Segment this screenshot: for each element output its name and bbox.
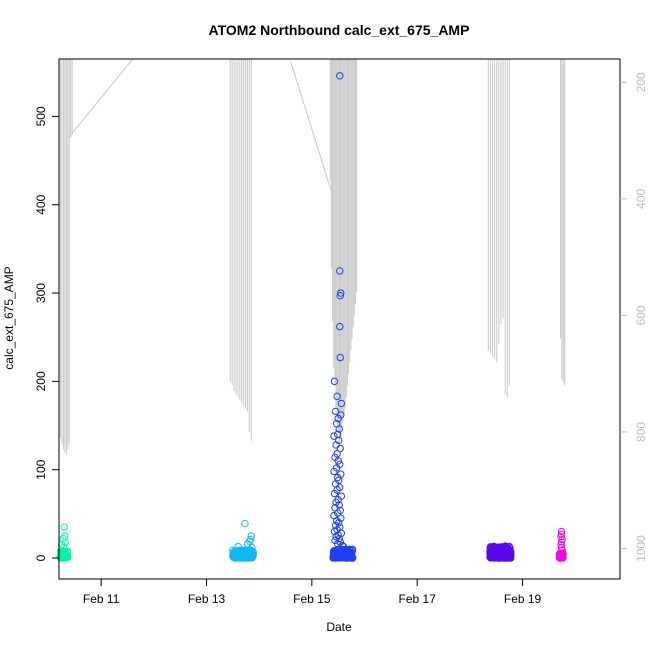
data-point — [248, 543, 256, 552]
series-feb-18-cast — [486, 542, 515, 562]
data-point — [334, 553, 342, 562]
data-point — [337, 399, 346, 408]
depth-trace-connector — [290, 61, 333, 194]
y-tick-label: 100 — [34, 459, 48, 479]
data-point — [60, 543, 68, 552]
data-point — [336, 506, 344, 515]
data-point — [557, 530, 566, 538]
data-point — [339, 553, 347, 562]
data-point — [336, 353, 344, 362]
data-point — [486, 553, 494, 561]
y2-tick-label: 600 — [634, 305, 648, 325]
y-tick-label: 500 — [34, 106, 48, 126]
data-point — [336, 267, 344, 275]
data-point — [234, 546, 242, 555]
y2-tick-label: 800 — [634, 422, 648, 442]
data-point — [330, 489, 339, 498]
data-point — [60, 554, 68, 562]
data-point — [56, 552, 65, 561]
data-point — [331, 407, 340, 416]
y-tick-label: 400 — [34, 194, 48, 214]
data-point — [339, 546, 347, 555]
data-point — [242, 554, 251, 562]
depth-trace-connector — [68, 58, 134, 138]
data-point — [335, 534, 343, 543]
data-point — [330, 467, 338, 476]
y2-tick-label: 200 — [634, 72, 648, 92]
data-point — [555, 554, 564, 562]
data-point — [337, 289, 345, 297]
x-tick-label: Feb 15 — [293, 592, 331, 606]
data-point — [491, 551, 499, 559]
y-tick-label: 200 — [34, 371, 48, 391]
data-point — [338, 541, 347, 550]
data-point — [241, 519, 249, 528]
series-feb-15-cast — [329, 72, 357, 562]
data-point — [558, 546, 566, 554]
plot-frame — [58, 58, 621, 580]
x-tick-label: Feb 19 — [504, 592, 542, 606]
data-point — [557, 527, 566, 536]
data-point — [339, 542, 348, 551]
data-point — [336, 444, 344, 453]
data-point — [330, 377, 339, 386]
y-axis: 0 100 200 300 400 500 — [34, 106, 59, 561]
series-feb-19-cast — [555, 527, 567, 562]
data-point — [330, 432, 338, 440]
x-tick-label: Feb 17 — [399, 592, 437, 606]
data-point — [334, 414, 342, 423]
data-point — [231, 554, 240, 562]
y-tick-label: 0 — [34, 554, 48, 561]
data-point — [503, 545, 511, 553]
data-point — [61, 538, 70, 546]
data-point — [495, 551, 503, 559]
x-tick-label: Feb 11 — [83, 592, 120, 606]
data-point — [348, 554, 356, 562]
data-point — [501, 544, 510, 552]
data-point — [489, 544, 497, 552]
data-point — [333, 540, 342, 548]
data-point — [558, 535, 566, 544]
data-point — [336, 322, 344, 331]
data-point — [334, 457, 342, 465]
data-point — [347, 552, 355, 561]
data-point — [504, 546, 512, 554]
data-point — [557, 538, 566, 546]
data-point — [335, 425, 343, 433]
data-point — [334, 531, 342, 539]
data-point — [492, 543, 501, 551]
data-point — [336, 483, 344, 492]
data-point — [333, 392, 341, 401]
data-point — [60, 523, 68, 531]
x-axis-label: Date — [326, 620, 352, 634]
y-axis-label: calc_ext_675_AMP — [2, 266, 16, 369]
data-point — [557, 543, 566, 552]
data-point — [332, 517, 341, 525]
data-point — [557, 541, 565, 549]
data-point — [234, 542, 242, 551]
x-tick-label: Feb 13 — [188, 592, 226, 606]
data-point — [336, 72, 344, 80]
data-point — [336, 291, 344, 300]
series-feb-13-cast — [229, 519, 258, 562]
right-axis: 200 400 600 800 1000 — [620, 72, 648, 562]
y2-tick-label: 400 — [634, 189, 648, 209]
y-tick-label: 300 — [34, 283, 48, 303]
chart-title: ATOM2 Northbound calc_ext_675_AMP — [209, 22, 470, 38]
data-point — [500, 545, 509, 553]
depth-trace-layer — [58, 58, 566, 456]
data-point — [333, 509, 342, 517]
y2-tick-label: 1000 — [634, 535, 648, 562]
data-point — [247, 532, 255, 540]
x-axis: Feb 11 Feb 13 Feb 15 Feb 17 Feb 19 — [83, 579, 542, 606]
